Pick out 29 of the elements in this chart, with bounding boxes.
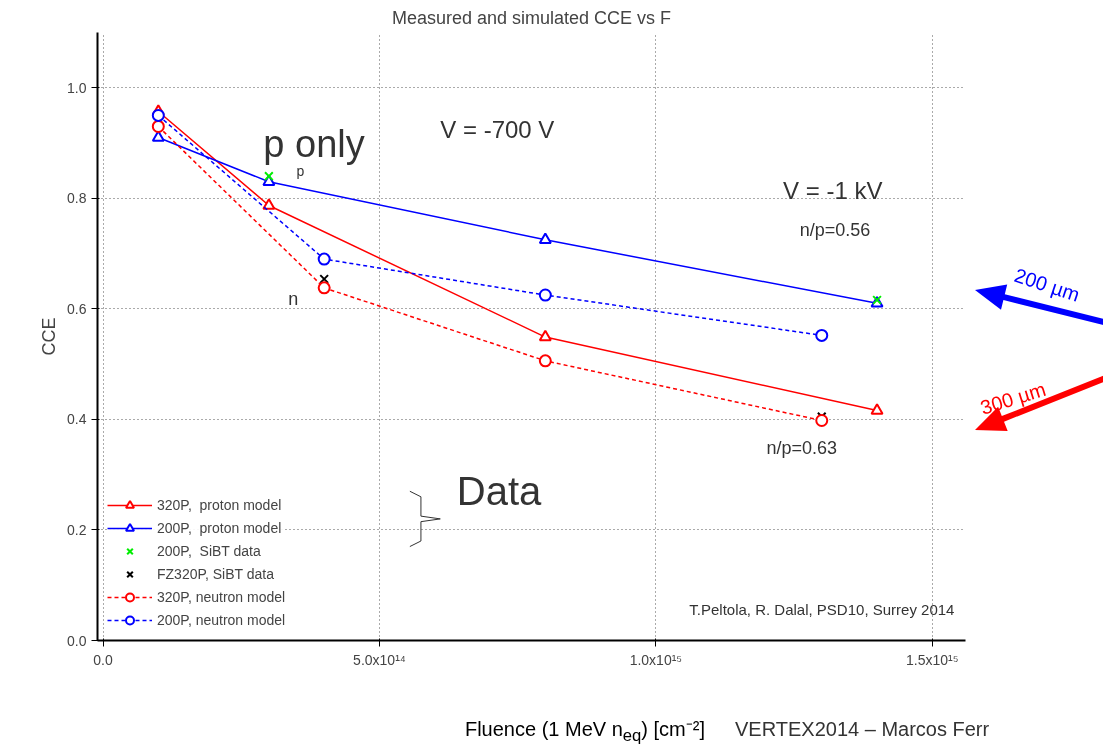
- x-tick-label: 1.0x10¹⁵: [629, 651, 683, 668]
- x-tick-label: 1.5x10¹⁵: [906, 651, 959, 668]
- x-axis-title: Fluence (1 MeV n$_{eq}$) [cm⁻²]: [464, 717, 705, 747]
- annotation: n/p=0.63: [766, 438, 838, 459]
- y-tick-label: 0.0: [67, 632, 87, 649]
- y-tick-label: 0.4: [67, 411, 87, 428]
- legend-label: 200P, proton model: [157, 520, 282, 536]
- annotation: T.Peltola, R. Dalal, PSD10, Surrey 2014: [689, 601, 955, 619]
- y-tick-label: 0.2: [67, 521, 87, 538]
- annotation: V = -1 kV: [783, 176, 883, 204]
- text: VERTEX2014 – Marcos Ferr: [735, 717, 990, 742]
- y-axis-title: CCE: [39, 317, 60, 356]
- text: 300 µm: [977, 377, 1049, 419]
- text: 200 µm: [1011, 263, 1083, 306]
- legend-label: 320P, neutron model: [157, 589, 286, 605]
- legend-label: 320P, proton model: [157, 497, 282, 513]
- annotation: n: [288, 288, 299, 309]
- y-tick-label: 0.8: [67, 190, 87, 207]
- x-tick-label: 0.0: [93, 651, 113, 668]
- chart-title: Measured and simulated CCE vs F: [391, 7, 672, 28]
- y-tick-label: 0.6: [67, 300, 87, 317]
- y-tick-label: 1.0: [67, 79, 87, 96]
- legend-label: 200P, neutron model: [157, 612, 286, 628]
- annotation: n/p=0.56: [799, 219, 871, 240]
- annotation: V = -700 V: [440, 116, 555, 144]
- x-tick-label: 5.0x10¹⁴: [353, 651, 406, 668]
- legend-label: FZ320P, SiBT data: [157, 566, 274, 582]
- annotation: Data: [456, 469, 543, 514]
- legend-label: 200P, SiBT data: [157, 543, 261, 559]
